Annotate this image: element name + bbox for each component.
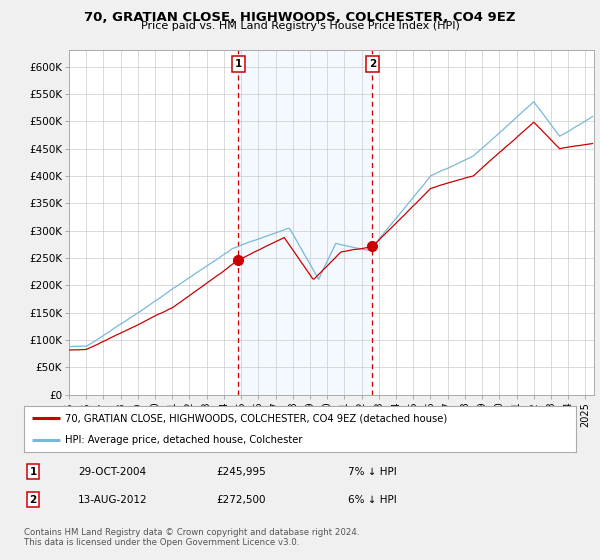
Text: Price paid vs. HM Land Registry's House Price Index (HPI): Price paid vs. HM Land Registry's House …: [140, 21, 460, 31]
Text: 70, GRATIAN CLOSE, HIGHWOODS, COLCHESTER, CO4 9EZ (detached house): 70, GRATIAN CLOSE, HIGHWOODS, COLCHESTER…: [65, 413, 448, 423]
Text: 70, GRATIAN CLOSE, HIGHWOODS, COLCHESTER, CO4 9EZ: 70, GRATIAN CLOSE, HIGHWOODS, COLCHESTER…: [84, 11, 516, 24]
Text: 7% ↓ HPI: 7% ↓ HPI: [348, 466, 397, 477]
Text: HPI: Average price, detached house, Colchester: HPI: Average price, detached house, Colc…: [65, 435, 303, 445]
Text: 2: 2: [29, 494, 37, 505]
Bar: [238, 50, 372, 395]
Text: £245,995: £245,995: [216, 466, 266, 477]
Text: 1: 1: [235, 59, 242, 69]
Text: Contains HM Land Registry data © Crown copyright and database right 2024.
This d: Contains HM Land Registry data © Crown c…: [24, 528, 359, 547]
Text: £272,500: £272,500: [216, 494, 265, 505]
Text: 6% ↓ HPI: 6% ↓ HPI: [348, 494, 397, 505]
Text: 13-AUG-2012: 13-AUG-2012: [78, 494, 148, 505]
Text: 1: 1: [29, 466, 37, 477]
Text: 29-OCT-2004: 29-OCT-2004: [78, 466, 146, 477]
Text: 2: 2: [368, 59, 376, 69]
